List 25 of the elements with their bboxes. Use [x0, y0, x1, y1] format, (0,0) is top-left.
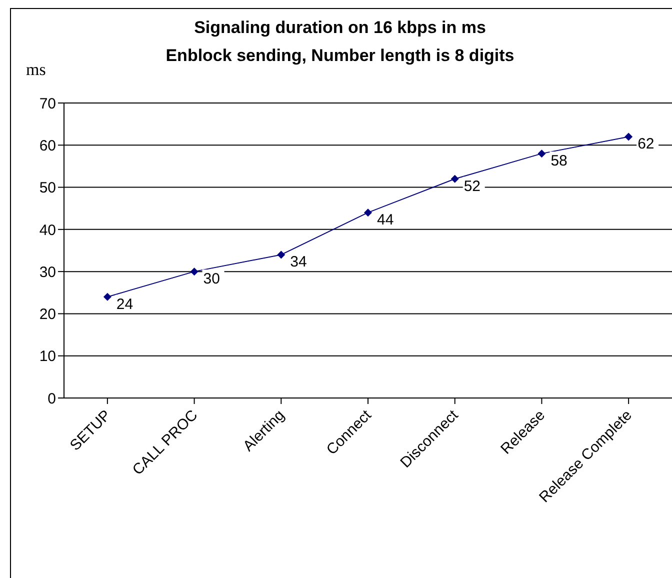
point: [450, 174, 459, 183]
point: [277, 250, 286, 259]
y-tick-label: 10: [39, 348, 56, 366]
data-label: 58: [550, 152, 568, 170]
y-tick-label: 20: [39, 306, 56, 324]
point: [190, 268, 198, 276]
point: [103, 292, 112, 301]
data-label: 34: [290, 254, 307, 271]
chart-subtitle: Enblock sending, Number length is 8 digits: [166, 46, 514, 65]
point: [364, 208, 372, 217]
y-axis-title: ms: [26, 60, 46, 80]
point: [538, 150, 546, 158]
y-tick-label: 30: [39, 264, 56, 281]
point: [624, 132, 633, 141]
y-tick-label: 0: [48, 390, 56, 408]
data-label: 52: [464, 178, 481, 195]
data-label: 44: [377, 212, 394, 229]
data-label: 30: [203, 270, 220, 288]
data-label: 62: [638, 136, 654, 153]
y-tick-label: 60: [39, 137, 56, 154]
y-tick-label: 40: [39, 222, 56, 239]
y-tick-label: 50: [39, 180, 56, 197]
data-label: 24: [116, 296, 134, 313]
chart-title: Signaling duration on 16 kbps in ms: [193, 17, 487, 39]
y-tick-label: 70: [39, 95, 56, 112]
